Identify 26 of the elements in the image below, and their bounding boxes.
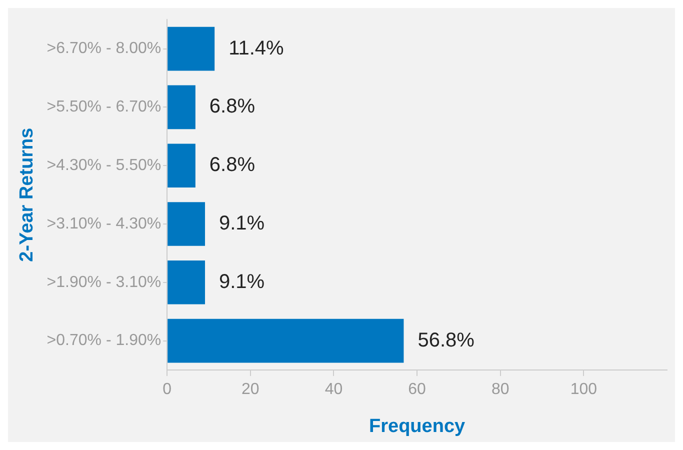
data-label: 9.1%: [219, 270, 265, 293]
data-label: 6.8%: [209, 96, 256, 118]
data-label: 9.1%: [219, 212, 265, 235]
bar: [168, 202, 206, 246]
data-label: 56.8%: [418, 329, 475, 352]
x-tick-label: 20: [242, 381, 260, 398]
data-label: 11.4%: [228, 37, 284, 60]
x-tick-label: 40: [324, 381, 343, 398]
bar: [168, 144, 196, 188]
x-tick-label: 100: [570, 381, 598, 398]
y-axis-title: 2-Year Returns: [16, 128, 38, 262]
bar: [168, 318, 404, 363]
bar: [168, 260, 206, 304]
y-tick-label: >6.70% - 8.00%: [46, 40, 162, 58]
x-tick-label: 60: [408, 381, 426, 398]
y-tick-label: >3.10% - 4.30%: [46, 215, 162, 232]
x-tick-label: 80: [491, 381, 510, 398]
x-axis-title: Frequency: [369, 416, 466, 437]
x-tick-label: 0: [162, 381, 172, 398]
y-tick-label: >0.70% - 1.90%: [46, 332, 162, 350]
data-label: 6.8%: [209, 154, 256, 176]
y-tick-label: >5.50% - 6.70%: [46, 98, 162, 116]
y-tick-label: >4.30% - 5.50%: [46, 157, 162, 174]
bar: [168, 26, 215, 71]
y-tick-label: >1.90% - 3.10%: [46, 274, 162, 291]
bar: [168, 85, 196, 130]
